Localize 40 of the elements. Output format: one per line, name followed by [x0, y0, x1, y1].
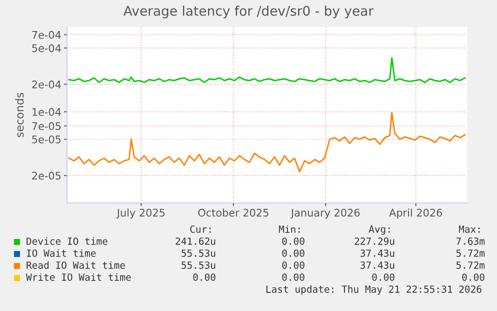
text: 0.00 — [282, 249, 304, 257]
text: 37.43u — [360, 249, 394, 257]
legend-label: Read IO Wait time — [26, 261, 125, 269]
x-tick-label: April 2026 — [389, 208, 442, 219]
text: 0.00 — [282, 237, 304, 245]
legend-label: Write IO Wait time — [26, 273, 131, 281]
text: 241.62u — [176, 237, 216, 245]
legend-label: Device IO time — [26, 237, 108, 245]
text: 37.43u — [360, 261, 394, 269]
y-tick-label: 7e-04 — [32, 30, 61, 39]
x-tick-label: July 2025 — [116, 208, 165, 219]
text: 0.00 — [282, 261, 304, 269]
text: 7.63m — [456, 237, 485, 245]
y-tick-label: 7e-05 — [32, 122, 61, 130]
chart-title: Average latency for /dev/sr0 - by year — [123, 6, 374, 18]
text: Avg: — [368, 226, 390, 235]
y-tick-label: 2e-05 — [32, 172, 61, 180]
y-tick-label: 1e-04 — [32, 108, 61, 116]
text: 5.72m — [456, 249, 485, 257]
y-tick-label: 5e-04 — [32, 44, 61, 52]
text: 0.00 — [193, 273, 216, 281]
line-series — [68, 57, 466, 84]
text: 0.00 — [462, 273, 484, 281]
line-series — [68, 112, 466, 172]
text: 0.00 — [372, 273, 394, 281]
text: 5.72m — [456, 261, 485, 269]
text: Cur: — [190, 225, 211, 233]
text: 55.53u — [182, 249, 216, 257]
text: 227.29u — [354, 237, 394, 245]
text: Min: — [278, 225, 300, 233]
text: Last update: Thu May 21 22:55:31 2026 — [266, 285, 482, 295]
legend-label: IO Wait time — [26, 249, 96, 257]
text: 55.53u — [182, 261, 216, 269]
x-tick-label: October 2025 — [198, 208, 268, 217]
x-tick-label: January 2026 — [290, 208, 360, 219]
y-tick-label: 5e-05 — [32, 135, 61, 144]
text: Max: — [458, 226, 480, 233]
y-tick-label: 2e-04 — [32, 80, 61, 88]
y-axis-title: seconds — [15, 92, 24, 138]
text: 0.00 — [282, 273, 304, 281]
